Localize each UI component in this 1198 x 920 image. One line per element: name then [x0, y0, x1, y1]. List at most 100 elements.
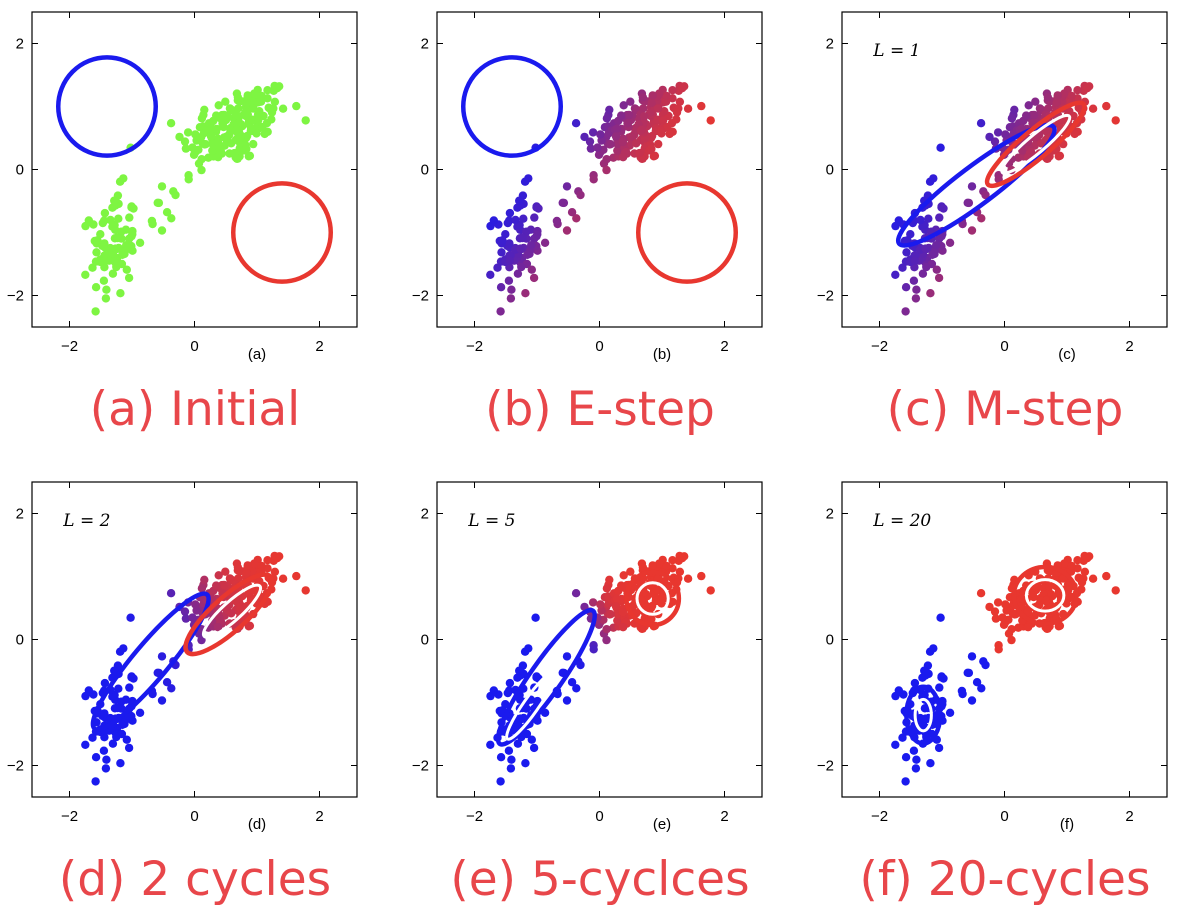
data-point	[219, 580, 229, 590]
data-point	[612, 594, 622, 603]
caption-b: (b) E-step	[485, 382, 715, 437]
data-point	[559, 198, 569, 208]
data-point	[181, 144, 191, 153]
data-points	[81, 81, 310, 316]
iteration-annotation: L = 5	[467, 511, 515, 531]
panel-a: −2 0 2 2 0 −2 (a) (a) Initial	[0, 0, 390, 440]
data-point	[273, 84, 282, 93]
data-point	[270, 567, 280, 576]
data-point	[910, 678, 920, 688]
scatter-plot-a: −2 0 2 2 0 −2 (a)	[7, 11, 358, 363]
white-gaussian-contour	[1000, 113, 1072, 175]
data-point	[990, 607, 1000, 616]
data-point	[662, 91, 671, 101]
data-point	[129, 204, 138, 213]
data-point	[635, 148, 644, 158]
red-gaussian-contour	[636, 181, 738, 284]
data-point	[124, 743, 134, 753]
data-point	[114, 684, 123, 693]
data-point	[1007, 625, 1016, 634]
data-point	[562, 652, 572, 661]
data-point	[99, 276, 109, 285]
data-point	[180, 137, 190, 146]
data-point	[662, 561, 671, 571]
data-point	[100, 208, 110, 218]
data-point	[619, 571, 628, 580]
data-point	[894, 686, 903, 695]
data-point	[638, 563, 648, 572]
data-point	[653, 104, 663, 113]
data-point	[511, 215, 520, 225]
y-tick-label: 0	[826, 632, 834, 649]
data-point	[655, 559, 664, 568]
data-point	[683, 104, 693, 113]
panel-sublabel: (c)	[1058, 346, 1076, 363]
data-point	[496, 283, 506, 292]
data-point	[636, 126, 646, 135]
data-point	[925, 647, 935, 656]
data-point	[181, 614, 191, 623]
x-tick-label: 2	[1125, 338, 1133, 355]
data-point	[668, 86, 677, 95]
data-point	[993, 128, 1003, 137]
data-point	[619, 101, 628, 110]
x-tick-label: 2	[315, 338, 323, 355]
data-point	[245, 621, 255, 630]
data-point	[171, 190, 180, 200]
data-point	[191, 600, 200, 609]
data-point	[1070, 129, 1079, 139]
data-point	[157, 226, 167, 235]
data-point	[602, 635, 611, 645]
data-point	[624, 110, 634, 120]
data-point	[921, 244, 930, 253]
data-point	[602, 625, 611, 634]
data-point	[175, 132, 184, 142]
white-gaussian-contour	[913, 697, 933, 733]
y-tick-label: 0	[16, 632, 24, 649]
data-point	[529, 273, 539, 283]
data-point	[572, 214, 581, 223]
data-point	[922, 732, 931, 742]
data-point	[903, 236, 912, 245]
data-point	[529, 743, 539, 753]
data-point	[114, 214, 123, 223]
y-tick-label: −2	[7, 758, 24, 775]
data-point	[91, 777, 100, 786]
data-point	[1022, 111, 1031, 120]
x-tick-label: 2	[315, 808, 323, 825]
data-point	[902, 248, 911, 257]
data-point	[84, 216, 94, 225]
data-point	[497, 248, 506, 257]
data-point	[505, 208, 515, 218]
white-gaussian-contour	[201, 583, 263, 639]
data-point	[972, 678, 982, 687]
data-point	[113, 703, 122, 713]
data-point	[916, 215, 925, 225]
data-point	[706, 116, 715, 125]
panel-e: −2 0 2 2 0 −2 (e) L = 5 (e) 5-cyclces	[405, 470, 795, 910]
data-point	[647, 98, 656, 108]
blue-gaussian-contour	[895, 122, 1057, 248]
data-point	[1067, 561, 1076, 571]
data-point	[918, 269, 928, 278]
data-point	[81, 740, 90, 749]
data-point	[909, 746, 919, 755]
scatter-plot-d: −2 0 2 2 0 −2 (d) L = 2	[7, 481, 358, 833]
data-point	[1102, 571, 1111, 581]
panel-f: −2 0 2 2 0 −2 (f) L = 20 (f) 20-cycles	[810, 470, 1198, 910]
data-point	[654, 139, 663, 149]
data-point	[602, 155, 611, 164]
data-point	[507, 285, 516, 294]
data-point	[125, 683, 134, 692]
red-gaussian-contour	[231, 181, 333, 284]
data-point	[98, 218, 108, 228]
y-tick-label: −2	[817, 288, 834, 305]
data-point	[100, 256, 109, 265]
data-point	[191, 130, 200, 139]
data-point	[505, 239, 514, 248]
data-point	[101, 294, 111, 303]
data-point	[496, 777, 505, 786]
data-point	[521, 289, 530, 298]
data-point	[924, 214, 933, 223]
data-point	[1080, 567, 1090, 576]
